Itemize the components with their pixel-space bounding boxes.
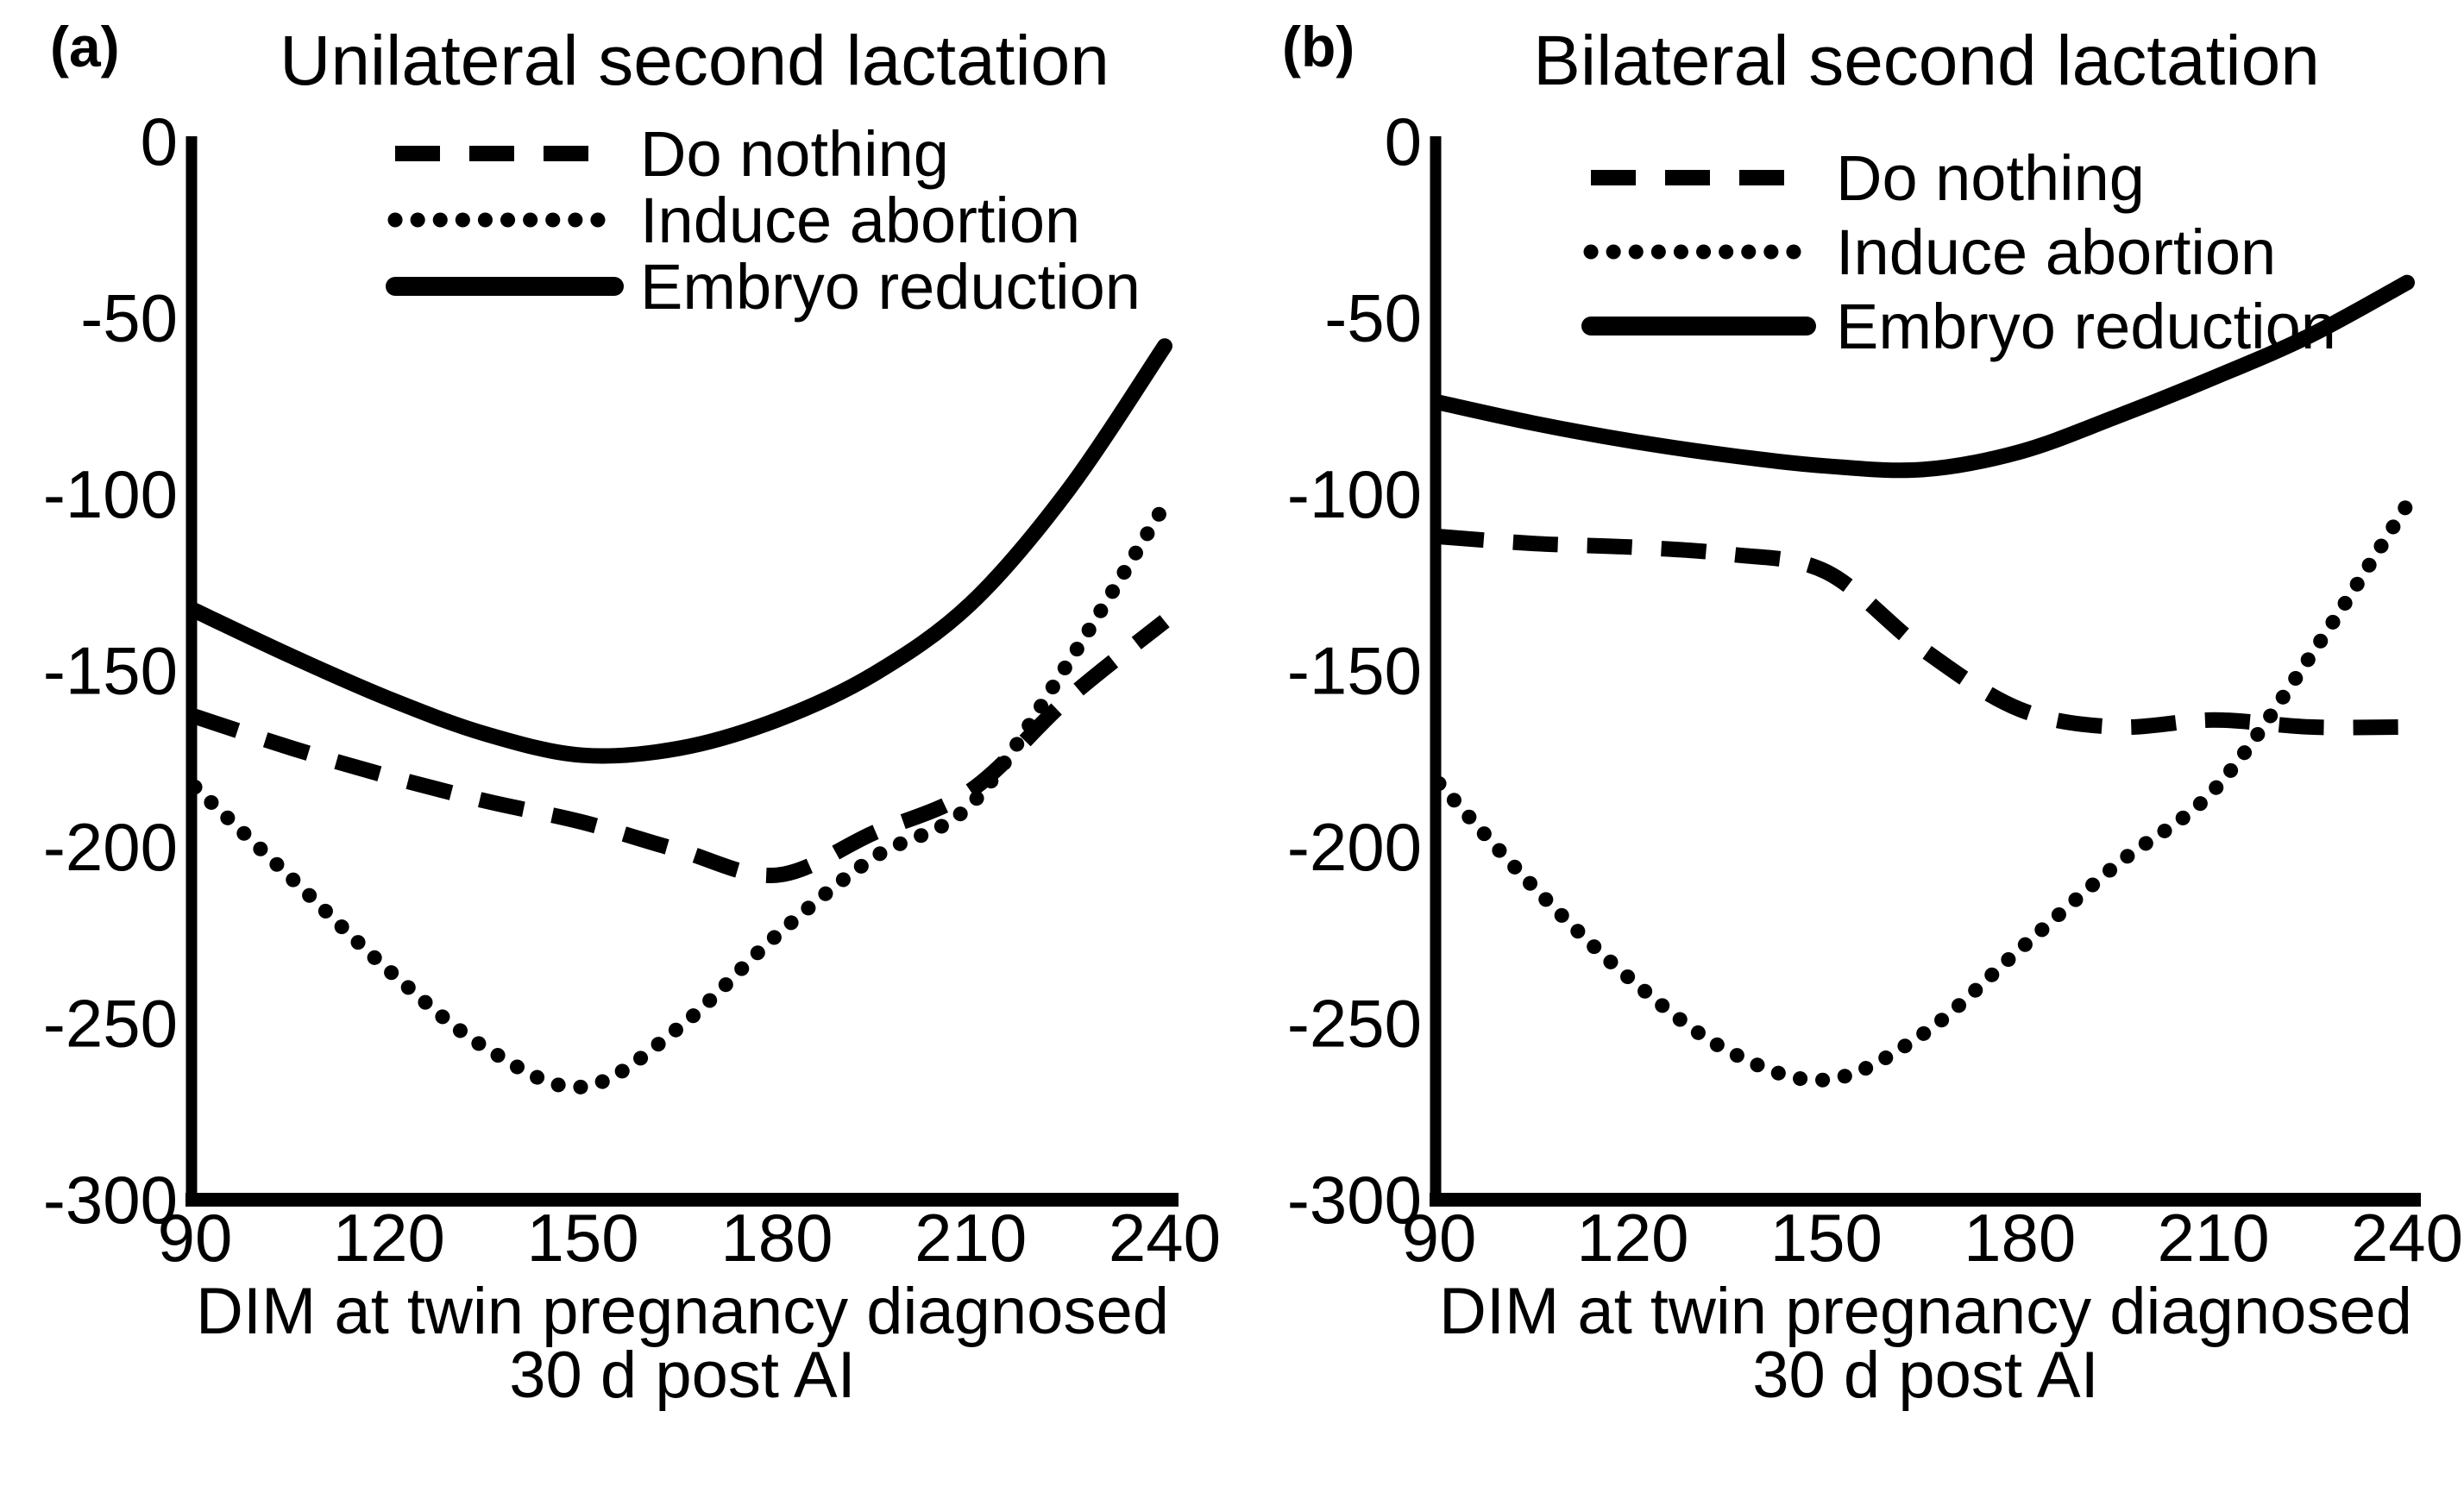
x-tick-label: 90 (1402, 1200, 1477, 1276)
x-tick-label: 120 (333, 1200, 445, 1276)
y-tick-label: -200 (43, 809, 178, 885)
y-tick-label: -300 (1287, 1162, 1422, 1238)
legend-label-do-nothing: Do nothing (640, 118, 949, 190)
y-tick-label: 0 (1385, 103, 1422, 179)
y-tick-label: -150 (43, 633, 178, 709)
panel-b-tag: (b) (1282, 15, 1355, 78)
x-tick-label: 180 (720, 1200, 833, 1276)
y-tick-label: -100 (43, 456, 178, 532)
x-tick-label: 150 (527, 1200, 639, 1276)
series-line-embryo-reduction (1431, 274, 2415, 479)
x-axis-title-line2: 30 d post AI (509, 1339, 855, 1412)
y-tick-label: 0 (141, 103, 178, 179)
x-tick-label: 120 (1576, 1200, 1688, 1276)
legend-label-do-nothing: Do nothing (1836, 142, 2145, 214)
x-axis-title-line1: DIM at twin pregnancy diagnosed (196, 1275, 1169, 1348)
legend-label-embryo-reduction: Embryo reduction (1836, 291, 2336, 362)
x-tick-label: 210 (2158, 1200, 2270, 1276)
series-line-embryo-reduction (187, 338, 1172, 764)
y-tick-label: -250 (1287, 986, 1422, 1062)
legend-label-embryo-reduction: Embryo reduction (640, 251, 1141, 323)
series-line-do-nothing (1438, 529, 2408, 736)
y-tick-label: -100 (1287, 456, 1422, 532)
legend-label-induce-abortion: Induce abortion (1836, 216, 2276, 288)
y-tick-label: -150 (1287, 633, 1422, 709)
y-tick-label: -200 (1287, 809, 1422, 885)
y-tick-label: -300 (43, 1162, 178, 1238)
x-axis-title-line1: DIM at twin pregnancy diagnosed (1439, 1275, 2412, 1348)
panel-a-title: Unilateral second lactation (280, 22, 1109, 100)
y-tick-label: -50 (1324, 280, 1422, 356)
x-tick-label: 90 (158, 1200, 233, 1276)
x-tick-label: 240 (2351, 1200, 2463, 1276)
x-axis-title-line2: 30 d post AI (1752, 1339, 2098, 1412)
series-line-do-nothing (192, 615, 1170, 884)
panel-b-title: Bilateral second lactation (1533, 22, 2320, 100)
y-tick-label: -250 (43, 986, 178, 1062)
series-line-induce-abortion (187, 497, 1172, 1094)
x-tick-label: 210 (915, 1200, 1027, 1276)
legend-label-induce-abortion: Induce abortion (640, 185, 1080, 256)
panel-bilateral: (b) Bilateral second lactation 0 -50 -100 -… (1232, 0, 2464, 1499)
x-tick-label: 150 (1770, 1200, 1883, 1276)
x-tick-label: 240 (1109, 1200, 1221, 1276)
y-tick-label: -50 (80, 280, 178, 356)
panel-unilateral: (a) Unilateral second lactation 0 -50 -100… (43, 15, 1221, 1412)
series-line-induce-abortion (1431, 497, 2415, 1088)
x-tick-label: 180 (1964, 1200, 2076, 1276)
panel-a-tag: (a) (50, 15, 120, 78)
